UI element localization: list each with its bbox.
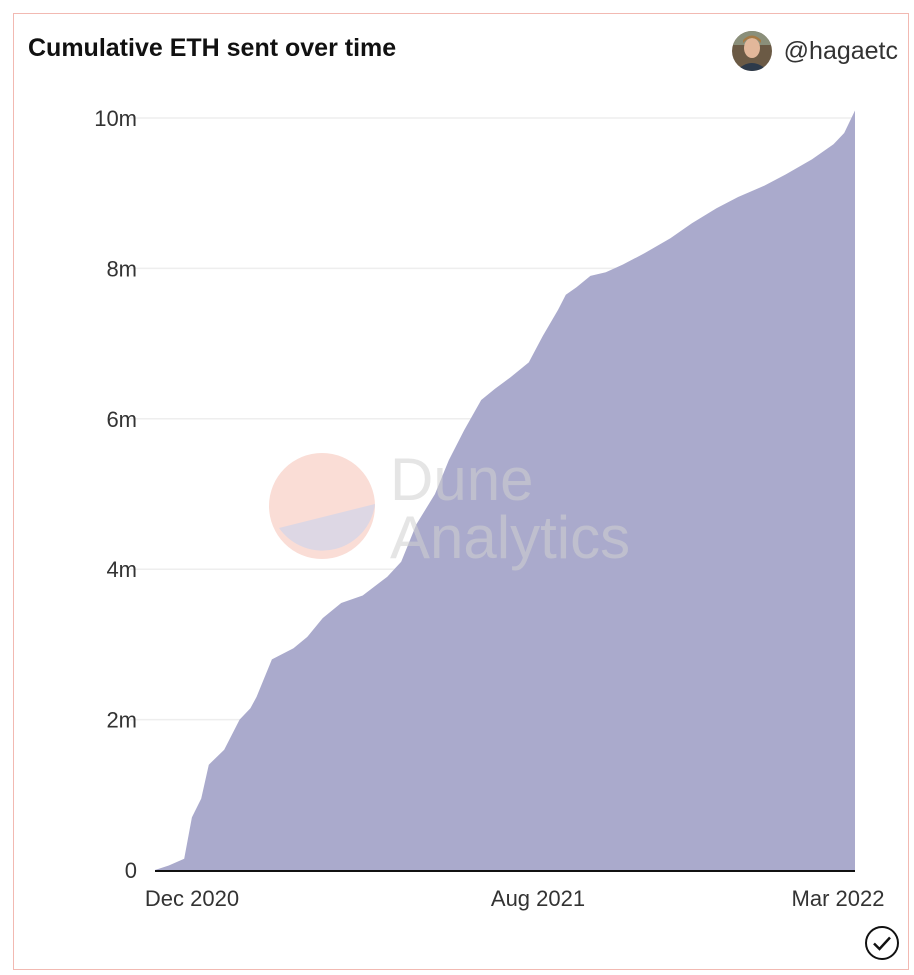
- y-tick-label: 6m: [106, 407, 137, 432]
- watermark-line1: Dune: [390, 446, 533, 513]
- author-name[interactable]: @hagaetc: [783, 36, 898, 65]
- verified-check-icon: [865, 926, 899, 960]
- avatar[interactable]: [731, 31, 772, 71]
- y-tick-label: 10m: [94, 106, 137, 131]
- chart-title: Cumulative ETH sent over time: [28, 34, 397, 62]
- y-tick-label: 4m: [106, 557, 137, 582]
- watermark: [269, 453, 375, 559]
- x-tick-label: Mar 2022: [792, 886, 885, 911]
- watermark-line2: Analytics: [390, 504, 630, 571]
- y-tick-label: 8m: [106, 256, 137, 281]
- y-tick-label: 2m: [106, 708, 137, 733]
- y-tick-label: 0: [125, 858, 137, 883]
- author-badge[interactable]: @hagaetc: [731, 31, 898, 71]
- avatar-icon: [731, 31, 772, 71]
- x-tick-label: Dec 2020: [145, 886, 239, 911]
- watermark-logo-half: [279, 504, 375, 551]
- axes: 0 2m 4m 6m 8m 10m Dec 2020 Aug 2021 Mar 2022: [94, 106, 884, 911]
- area-series: [155, 110, 855, 870]
- x-tick-label: Aug 2021: [491, 886, 585, 911]
- area-fill: [155, 110, 855, 870]
